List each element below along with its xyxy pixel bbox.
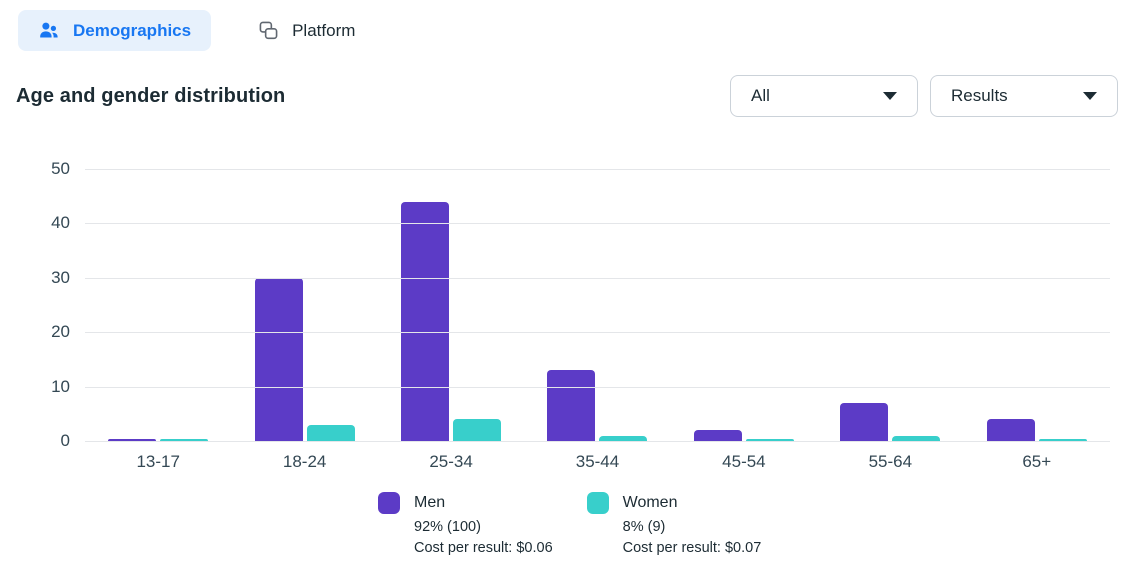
legend-text: Women 8% (9) Cost per result: $0.07 xyxy=(623,492,762,559)
y-tick-label-40: 40 xyxy=(51,213,70,233)
legend-text: Men 92% (100) Cost per result: $0.06 xyxy=(414,492,553,559)
x-tick-label-45-54: 45-54 xyxy=(722,452,766,471)
gridline-10 xyxy=(85,386,1110,388)
chevron-down-icon xyxy=(883,92,897,100)
bar-group-55-64 xyxy=(817,169,963,441)
x-tick-label-35-44: 35-44 xyxy=(575,452,620,471)
bar-men-35-44[interactable] xyxy=(547,370,596,441)
y-tick-label-20: 20 xyxy=(51,322,70,342)
chart-legend: Men 92% (100) Cost per result: $0.06 Wom… xyxy=(378,492,761,559)
bar-group-45-54 xyxy=(671,169,817,441)
men-color-swatch xyxy=(378,492,400,514)
bar-men-13-17[interactable] xyxy=(108,439,157,441)
report-tabs: Demographics Platform xyxy=(18,10,375,51)
legend-series-name: Women xyxy=(622,494,678,511)
bar-women-65+[interactable] xyxy=(1038,439,1087,441)
filter-dropdowns: All Results xyxy=(730,75,1118,117)
bar-women-25-34[interactable] xyxy=(453,419,502,441)
x-tick-label-65+: 65+ xyxy=(1022,452,1052,471)
tab-demographics[interactable]: Demographics xyxy=(18,10,212,51)
y-tick-label-10: 10 xyxy=(51,376,70,396)
bar-women-55-64[interactable] xyxy=(892,435,941,441)
x-tick-label-13-17: 13-17 xyxy=(136,452,180,471)
y-tick-label-0: 0 xyxy=(60,431,70,450)
bar-men-18-24[interactable] xyxy=(254,277,303,441)
tab-label: Demographics xyxy=(73,20,192,40)
plot-area xyxy=(85,169,1110,442)
bar-men-45-54[interactable] xyxy=(693,430,742,441)
legend-item-women[interactable]: Women 8% (9) Cost per result: $0.07 xyxy=(586,492,762,559)
legend-item-men[interactable]: Men 92% (100) Cost per result: $0.06 xyxy=(378,492,553,559)
bar-women-13-17[interactable] xyxy=(160,439,209,441)
x-tick-label-18-24: 18-24 xyxy=(282,452,327,471)
tab-platform[interactable]: Platform xyxy=(239,11,375,51)
x-tick-label-55-64: 55-64 xyxy=(868,452,913,471)
bar-women-45-54[interactable] xyxy=(745,439,794,441)
bar-men-25-34[interactable] xyxy=(401,201,450,441)
bar-group-13-17 xyxy=(85,169,231,441)
bar-men-55-64[interactable] xyxy=(840,402,889,441)
legend-series-share: 8% (9) xyxy=(622,519,666,535)
gridline-0 xyxy=(85,441,1110,442)
bar-groups xyxy=(85,169,1110,441)
gridline-40 xyxy=(85,223,1110,225)
x-tick-label-25-34: 25-34 xyxy=(429,452,473,471)
legend-series-share: 92% (100) xyxy=(414,519,481,535)
y-tick-label-50: 50 xyxy=(51,159,70,178)
y-tick-label-30: 30 xyxy=(51,267,70,287)
breakdown-dropdown[interactable]: All xyxy=(730,75,918,117)
bar-group-18-24 xyxy=(231,169,377,441)
gridline-50 xyxy=(85,169,1110,170)
bar-women-35-44[interactable] xyxy=(599,435,648,441)
bar-women-18-24[interactable] xyxy=(306,424,355,441)
legend-series-cost: Cost per result: $0.06 xyxy=(414,540,553,557)
legend-series-cost: Cost per result: $0.07 xyxy=(622,540,762,557)
metric-dropdown[interactable]: Results xyxy=(930,75,1118,117)
breakdown-dropdown-value: All xyxy=(751,86,770,105)
bar-men-65+[interactable] xyxy=(986,419,1035,441)
metric-dropdown-value: Results xyxy=(951,86,1008,105)
legend-series-name: Men xyxy=(414,494,446,511)
people-icon xyxy=(38,20,59,41)
page-title: Age and gender distribution xyxy=(16,84,286,107)
bar-group-35-44 xyxy=(524,169,670,441)
bar-group-65+ xyxy=(964,169,1110,441)
chevron-down-icon xyxy=(1083,92,1097,100)
tab-label: Platform xyxy=(292,20,356,40)
bar-group-25-34 xyxy=(378,169,524,441)
chart-header: Age and gender distribution All Results xyxy=(16,75,1118,117)
age-gender-bar-chart: 13-17 18-24 25-34 35-44 45-54 55-64 65+ 0 10 20 3… xyxy=(15,159,1112,479)
gridline-20 xyxy=(85,332,1110,334)
layers-icon xyxy=(259,21,278,40)
x-axis-labels: 13-17 18-24 25-34 35-44 45-54 55-64 65+ xyxy=(85,452,1110,472)
gridline-30 xyxy=(85,277,1110,279)
women-color-swatch xyxy=(586,492,609,514)
